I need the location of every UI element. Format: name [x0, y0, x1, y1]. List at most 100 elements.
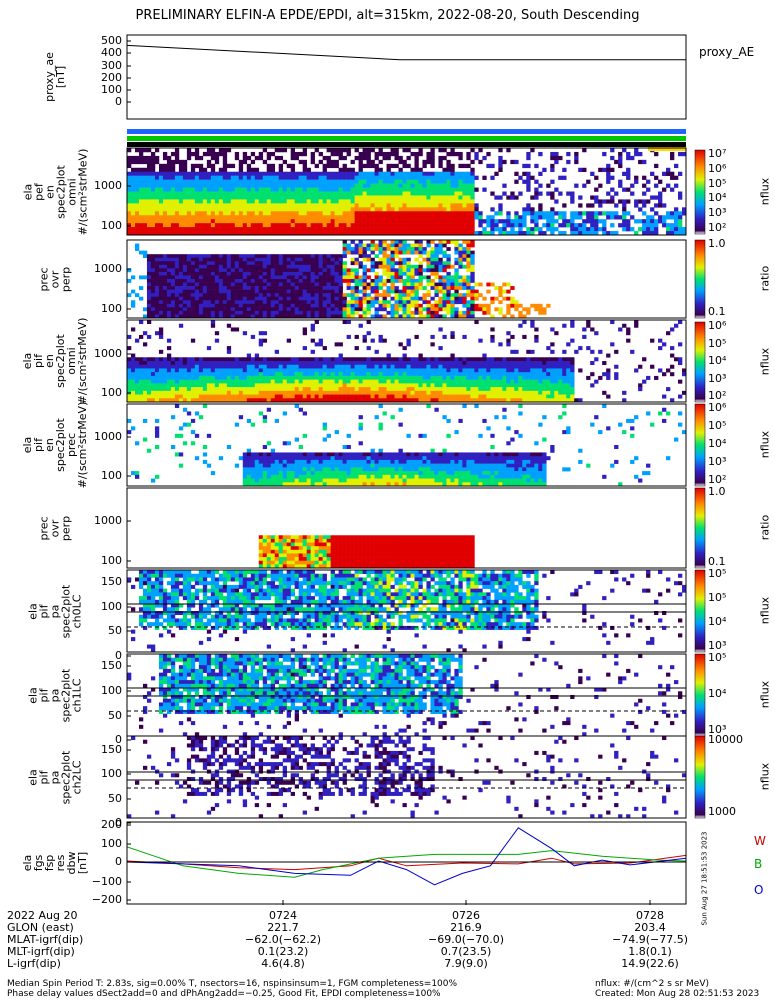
- heatmap-cell: [154, 331, 160, 336]
- heatmap-cell: [226, 361, 232, 366]
- heatmap-cell: [298, 271, 303, 276]
- heatmap-cell: [426, 372, 431, 377]
- heatmap-cell: [390, 303, 395, 308]
- heatmap-cell: [202, 289, 208, 294]
- heatmap-cell: [262, 203, 268, 208]
- heatmap-cell: [174, 223, 180, 228]
- heatmap-cell: [182, 394, 188, 399]
- heatmap-cell: [210, 320, 216, 325]
- heatmap-cell: [342, 368, 347, 373]
- heatmap-cell: [294, 387, 299, 392]
- heatmap-cell: [458, 286, 463, 290]
- heatmap-cell: [314, 398, 319, 403]
- heatmap-cell: [262, 303, 268, 308]
- heatmap-cell: [166, 275, 172, 280]
- heatmap-cell: [382, 223, 387, 228]
- heatmap-cell: [127, 361, 132, 366]
- heatmap-cell: [358, 163, 363, 169]
- heatmap-cell: [166, 357, 172, 362]
- heatmap-cell: [426, 387, 431, 392]
- heatmap-cell: [206, 293, 212, 298]
- heatmap-cell: [354, 364, 359, 369]
- heatmap-cell: [262, 159, 268, 165]
- heatmap-cell: [402, 346, 407, 351]
- heatmap-cell: [234, 286, 240, 290]
- heatmap-cell: [214, 187, 220, 192]
- heatmap-cell: [374, 243, 379, 248]
- heatmap-cell: [370, 383, 375, 388]
- heatmap-cell: [442, 191, 447, 196]
- heatmap-cell: [454, 240, 459, 244]
- heatmap-cell: [127, 171, 132, 176]
- heatmap-cell: [282, 171, 288, 176]
- heatmap-cell: [298, 314, 303, 319]
- heatmap-cell: [310, 394, 315, 399]
- heatmap-cell: [274, 223, 280, 228]
- heatmap-cell: [194, 394, 200, 399]
- heatmap-cell: [526, 179, 531, 184]
- heatmap-cell: [278, 310, 284, 315]
- heatmap-cell: [450, 219, 455, 224]
- heatmap-cell: [226, 279, 232, 283]
- heatmap-cell: [602, 211, 607, 216]
- heatmap-cell: [274, 349, 280, 354]
- heatmap-cell: [154, 199, 160, 204]
- heatmap-cell: [354, 191, 359, 196]
- heatmap-cell: [262, 279, 268, 283]
- heatmap-cell: [406, 275, 411, 280]
- heatmap-cell: [386, 383, 391, 388]
- heatmap-cell: [186, 199, 192, 204]
- heatmap-cell: [127, 215, 132, 220]
- heatmap-cell: [202, 231, 208, 236]
- heatmap-cell: [158, 163, 164, 169]
- heatmap-cell: [198, 357, 204, 362]
- heatmap-cell: [270, 390, 276, 395]
- heatmap-cell: [150, 268, 156, 273]
- heatmap-cell: [414, 293, 419, 298]
- heatmap-cell: [158, 171, 164, 176]
- heatmap-cell: [182, 261, 188, 266]
- heatmap-cell: [338, 195, 343, 200]
- heatmap-cell: [358, 387, 363, 392]
- heatmap-cell: [266, 383, 272, 388]
- heatmap-cell: [506, 331, 511, 336]
- heatmap-cell: [334, 159, 339, 165]
- heatmap-cell: [414, 375, 419, 380]
- heatmap-cell: [138, 364, 144, 369]
- heatmap-cell: [158, 211, 164, 216]
- heatmap-cell: [294, 286, 299, 290]
- heatmap-cell: [330, 361, 335, 366]
- heatmap-cell: [278, 293, 284, 298]
- heatmap-cell: [318, 342, 323, 347]
- heatmap-cell: [422, 268, 427, 273]
- heatmap-cell: [322, 383, 327, 388]
- heatmap-cell: [258, 231, 264, 236]
- heatmap-cell: [522, 314, 527, 319]
- heatmap-cell: [366, 257, 371, 262]
- heatmap-cell: [462, 314, 467, 319]
- heatmap-cell: [366, 243, 371, 248]
- heatmap-cell: [226, 364, 232, 369]
- heatmap-cell: [306, 364, 311, 369]
- heatmap-cell: [266, 282, 272, 287]
- heatmap-cell: [186, 271, 192, 276]
- heatmap-cell: [294, 379, 299, 384]
- heatmap-cell: [414, 199, 419, 204]
- heatmap-cell: [406, 231, 411, 236]
- heatmap-cell: [386, 227, 391, 232]
- heatmap-cell: [127, 379, 132, 384]
- heatmap-cell: [586, 219, 591, 224]
- heatmap-cell: [410, 286, 415, 290]
- heatmap-cell: [210, 171, 216, 176]
- heatmap-cell: [502, 191, 507, 196]
- heatmap-cell: [130, 379, 136, 384]
- heatmap-cell: [550, 195, 555, 200]
- heatmap-cell: [406, 257, 411, 262]
- heatmap-cell: [134, 199, 140, 204]
- heatmap-cell: [174, 207, 180, 212]
- heatmap-cell: [450, 231, 455, 236]
- heatmap-cell: [290, 282, 295, 287]
- heatmap-cell: [250, 179, 256, 184]
- heatmap-cell: [186, 282, 192, 287]
- heatmap-cell: [398, 191, 403, 196]
